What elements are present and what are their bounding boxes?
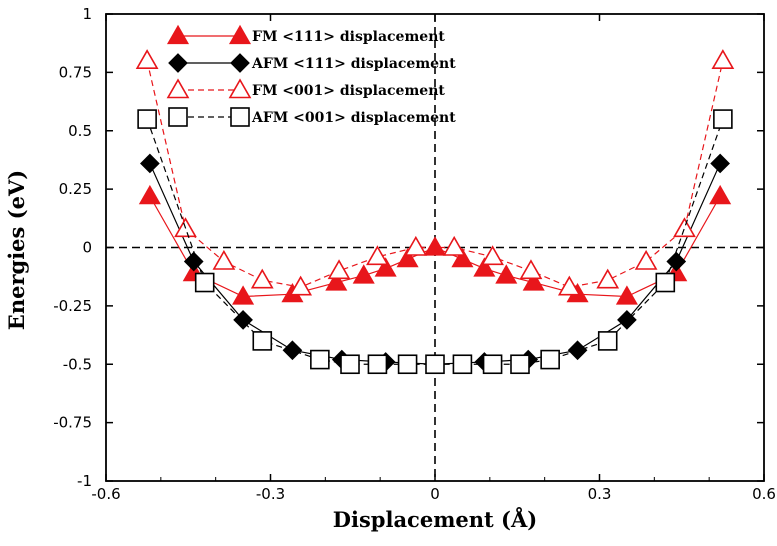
data-point [557, 275, 581, 296]
data-point [510, 354, 530, 375]
legend-marker [168, 53, 188, 73]
x-tick-label: 0.6 [752, 485, 776, 503]
data-point [673, 217, 696, 238]
data-point [442, 235, 466, 256]
data-point [140, 153, 160, 174]
data-point [396, 247, 419, 268]
data-point [233, 310, 253, 330]
data-point [540, 349, 560, 370]
data-point [250, 268, 274, 289]
data-point [634, 249, 658, 270]
legend-marker [230, 53, 250, 73]
y-axis-title: Energies (eV) [4, 170, 29, 330]
legend-label: AFM <001> displacement [251, 110, 456, 126]
data-point [481, 245, 504, 266]
y-tick-label: 1 [82, 5, 92, 23]
legend-marker [166, 78, 190, 99]
data-point [325, 271, 348, 291]
legend-marker [166, 24, 190, 45]
data-point [596, 268, 620, 289]
data-point [327, 259, 351, 280]
data-point [615, 285, 638, 305]
data-point [617, 310, 637, 330]
data-point [366, 245, 389, 266]
series-3 [137, 109, 733, 375]
y-tick-label: 0.75 [59, 63, 92, 81]
data-point [367, 354, 388, 375]
x-tick-label: 0.3 [588, 485, 612, 503]
legend-marker [228, 24, 252, 45]
data-point [597, 331, 618, 351]
data-point [655, 272, 676, 293]
data-point [404, 235, 428, 256]
series-layer [135, 49, 735, 375]
data-point [713, 109, 733, 129]
legend: FM <111> displacement AFM <111> displacem… [166, 24, 456, 127]
data-point [666, 251, 687, 272]
data-point [451, 247, 474, 268]
data-point [212, 249, 236, 270]
y-tick-label: 0.25 [59, 180, 92, 198]
x-tick-label: -0.6 [91, 485, 120, 503]
y-tick-label: 0 [82, 239, 92, 257]
y-tick-label: 0.5 [68, 122, 92, 140]
data-point [340, 354, 360, 375]
data-point [522, 271, 545, 291]
data-point [423, 236, 447, 256]
y-tick-label: -0.75 [53, 414, 92, 432]
data-point [137, 109, 157, 129]
data-point [452, 354, 473, 375]
data-point [194, 272, 215, 293]
legend-label: FM <111> displacement [252, 29, 445, 45]
legend-entry: AFM <001> displacement [168, 107, 456, 127]
axes: -0.6 -0.3 0 0.3 0.6 1 0.75 0.5 0.25 0 -0.25 -0.5 -0.… [53, 5, 776, 503]
data-point [397, 354, 418, 375]
series-0 [138, 184, 732, 305]
y-tick-label: -1 [77, 472, 92, 490]
data-point [709, 184, 732, 205]
legend-label: AFM <111> displacement [251, 56, 456, 72]
x-tick-label: 0 [430, 485, 440, 503]
data-point [252, 331, 273, 351]
x-tick-label: -0.3 [256, 485, 285, 503]
legend-label: FM <001> displacement [252, 83, 445, 99]
series-line [146, 60, 724, 288]
legend-marker [228, 78, 252, 99]
x-axis-title: Displacement (Å) [333, 507, 537, 532]
data-point [710, 153, 730, 174]
y-tick-label: -0.25 [53, 297, 92, 315]
legend-marker [230, 107, 250, 127]
data-point [374, 257, 397, 277]
data-point [310, 349, 330, 370]
data-point [519, 259, 543, 280]
data-point [352, 264, 375, 284]
data-point [482, 354, 503, 375]
data-point [495, 264, 518, 284]
legend-entry: AFM <111> displacement [168, 53, 456, 73]
legend-marker [168, 107, 188, 127]
data-point [135, 49, 159, 69]
data-point [232, 285, 255, 305]
data-point [425, 354, 445, 375]
data-point [289, 275, 313, 296]
y-tick-label: -0.5 [63, 355, 92, 373]
legend-entry: FM <111> displacement [166, 24, 445, 45]
data-point [282, 340, 303, 361]
legend-entry: FM <001> displacement [166, 78, 445, 99]
data-point [138, 184, 161, 205]
data-point [183, 251, 204, 272]
data-point [711, 49, 735, 69]
data-point [473, 257, 496, 277]
